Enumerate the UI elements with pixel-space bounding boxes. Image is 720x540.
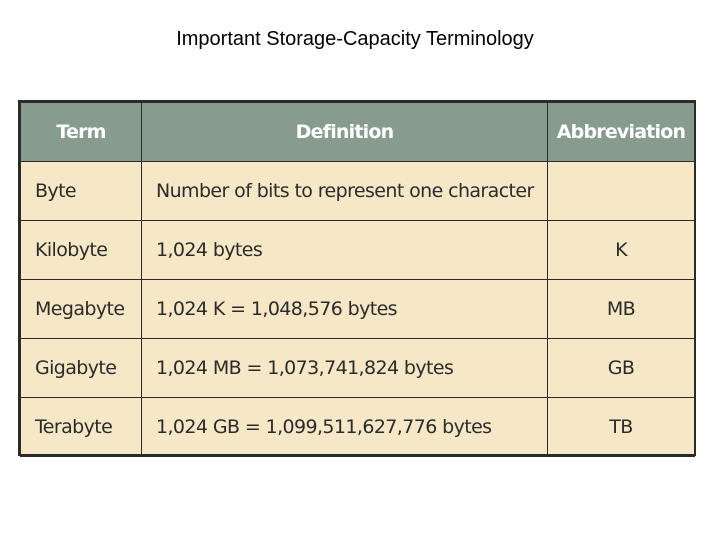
definition-cell: 1,024 bytes [141,220,548,280]
term-cell: Kilobyte [20,220,142,280]
table-row: Terabyte 1,024 GB = 1,099,511,627,776 by… [20,397,695,457]
definition-cell: 1,024 K = 1,048,576 bytes [141,279,548,339]
definition-cell: Number of bits to represent one characte… [141,161,548,221]
term-cell: Byte [20,161,142,221]
abbreviation-cell: GB [547,338,695,398]
table-row: Gigabyte 1,024 MB = 1,073,741,824 bytes … [20,338,695,398]
terminology-table: Term Definition Abbreviation Byte Number… [20,102,695,457]
definition-cell: 1,024 GB = 1,099,511,627,776 bytes [141,397,548,457]
abbreviation-cell [547,161,695,221]
table-row: Byte Number of bits to represent one cha… [20,161,695,221]
header-abbreviation: Abbreviation [547,102,695,162]
term-cell: Terabyte [20,397,142,457]
abbreviation-cell: TB [547,397,695,457]
slide-title: Important Storage-Capacity Terminology [176,28,534,50]
table-row: Megabyte 1,024 K = 1,048,576 bytes MB [20,279,695,339]
term-cell: Gigabyte [20,338,142,398]
term-cell: Megabyte [20,279,142,339]
terminology-table-frame: Term Definition Abbreviation Byte Number… [18,100,696,457]
abbreviation-cell: MB [547,279,695,339]
header-row: Term Definition Abbreviation [20,102,695,162]
header-definition: Definition [141,102,548,162]
table-row: Kilobyte 1,024 bytes K [20,220,695,280]
header-term: Term [20,102,142,162]
abbreviation-cell: K [547,220,695,280]
definition-cell: 1,024 MB = 1,073,741,824 bytes [141,338,548,398]
